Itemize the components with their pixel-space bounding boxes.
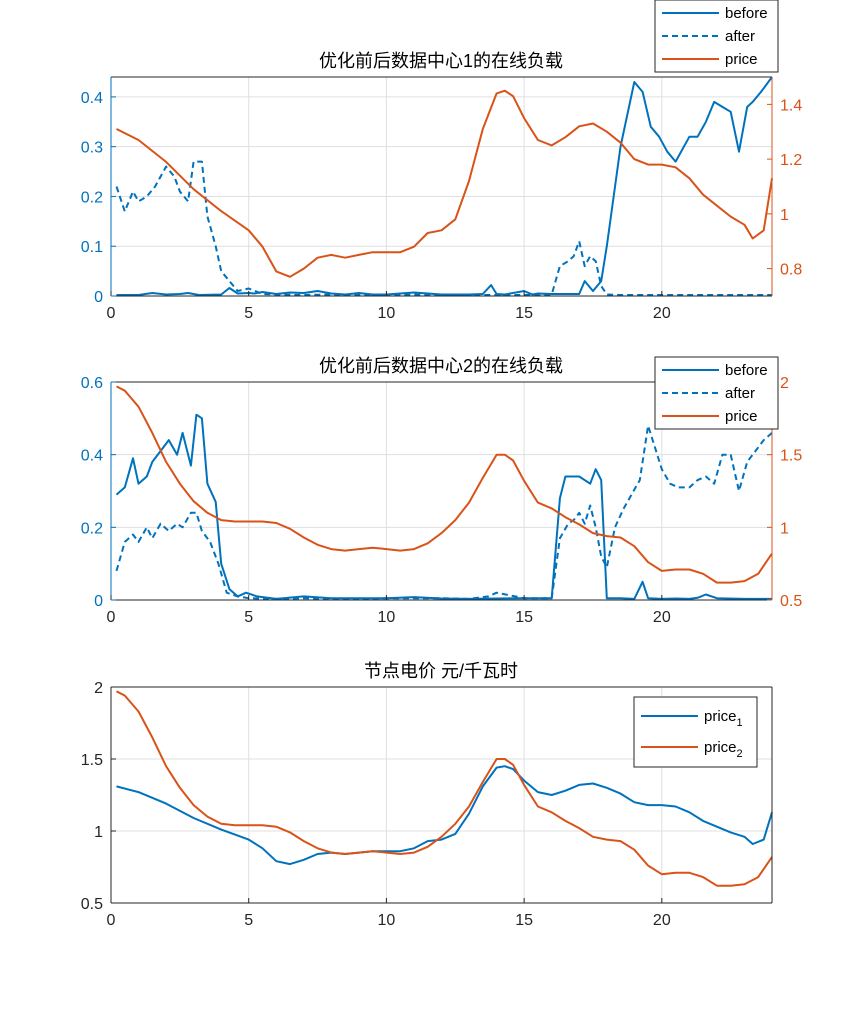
y-tick-label: 0.2 — [81, 189, 103, 206]
series-line-price — [116, 385, 773, 584]
subplot-1: 优化前后数据中心1的在线负载 0 5 10 15 20 0 0.1 0.2 0.3 0.4 0.8 1… — [81, 0, 802, 322]
legend-label-price: price — [725, 51, 758, 68]
y-tick-label: 0 — [94, 289, 103, 306]
series-line-price — [116, 89, 773, 278]
subplot-1-title: 优化前后数据中心1的在线负载 — [319, 51, 563, 71]
x-tick-label: 5 — [244, 609, 253, 626]
x-tick-label: 20 — [653, 305, 671, 322]
y-tick-label: 0.3 — [81, 140, 103, 157]
subplot-2: 优化前后数据中心2的在线负载 0 5 10 15 20 0 0.2 0.4 0.6 0.5 1 1.5… — [81, 356, 803, 626]
x-tick-label: 15 — [515, 912, 533, 929]
subplot-3-title: 节点电价 元/千瓦时 — [364, 661, 518, 681]
legend-label-price: price — [725, 408, 758, 425]
x-tick-label: 20 — [653, 912, 671, 929]
series-line-price-1 — [116, 765, 773, 866]
y-tick-label: 0.2 — [81, 520, 103, 537]
legend-box — [633, 696, 758, 768]
x-tick-label: 5 — [244, 305, 253, 322]
y2-tick-label: 1 — [780, 520, 789, 537]
y2-tick-label: 2 — [780, 375, 789, 392]
subplot-3: 节点电价 元/千瓦时 0 5 10 15 20 0.5 1 1.5 2 price1 price2 — [81, 661, 773, 929]
series-line-after-dashed — [115, 424, 773, 600]
series-line-price-2 — [116, 690, 773, 887]
legend-label-after: after — [725, 385, 755, 402]
y-tick-label: 0 — [94, 593, 103, 610]
x-tick-label: 10 — [378, 609, 396, 626]
x-tick-label: 0 — [107, 609, 116, 626]
y2-tick-label: 0.8 — [780, 262, 802, 279]
y2-tick-label: 1.4 — [780, 97, 802, 114]
x-tick-label: 5 — [244, 912, 253, 929]
x-tick-label: 10 — [378, 912, 396, 929]
y-tick-label: 0.4 — [81, 448, 103, 465]
legend-label-before: before — [725, 5, 768, 22]
legend: before after price — [654, 0, 779, 73]
y-tick-label: 0.6 — [81, 375, 103, 392]
plot-area — [111, 77, 772, 296]
legend-label-before: before — [725, 362, 768, 379]
x-tick-label: 15 — [515, 305, 533, 322]
x-tick-label: 0 — [107, 912, 116, 929]
subplot-2-title: 优化前后数据中心2的在线负载 — [319, 356, 563, 376]
y2-tick-label: 0.5 — [780, 593, 802, 610]
series-line-before — [116, 76, 773, 296]
y2-tick-label: 1 — [780, 207, 789, 224]
y2-tick-label: 1.5 — [780, 448, 802, 465]
legend: price1 price2 — [633, 696, 758, 768]
y-tick-label: 0.4 — [81, 90, 103, 107]
y-tick-label: 1 — [94, 824, 103, 841]
x-tick-label: 15 — [515, 609, 533, 626]
legend-label-price-2: price2 — [704, 739, 743, 760]
y2-tick-label: 1.2 — [780, 152, 802, 169]
legend-label-subscript: 2 — [737, 748, 743, 760]
y-tick-label: 2 — [94, 680, 103, 697]
y-tick-label: 0.5 — [81, 896, 103, 913]
legend: before after price — [654, 356, 779, 430]
series-line-before — [115, 413, 772, 600]
legend-label-subscript: 1 — [737, 717, 743, 729]
y-tick-label: 0.1 — [81, 239, 103, 256]
legend-label-after: after — [725, 28, 755, 45]
x-tick-label: 10 — [378, 305, 396, 322]
x-tick-label: 0 — [107, 305, 116, 322]
x-tick-label: 20 — [653, 609, 671, 626]
y-tick-label: 1.5 — [81, 752, 103, 769]
legend-label-price-1: price1 — [704, 708, 743, 729]
